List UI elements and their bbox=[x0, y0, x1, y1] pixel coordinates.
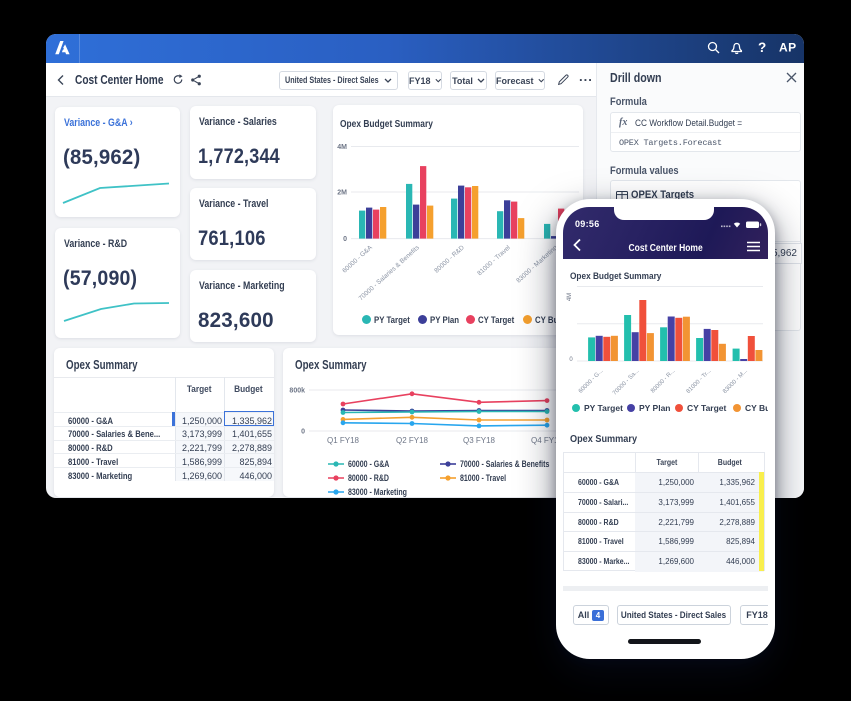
svg-text:60000 - G&A: 60000 - G&A bbox=[341, 244, 374, 275]
svg-text:2M: 2M bbox=[337, 190, 347, 197]
svg-text:80000 - R&D: 80000 - R&D bbox=[433, 244, 466, 275]
svg-text:0: 0 bbox=[301, 429, 305, 436]
svg-text:81000 - Travel: 81000 - Travel bbox=[476, 244, 512, 277]
svg-text:?: ? bbox=[758, 40, 766, 55]
svg-text:4M: 4M bbox=[567, 293, 573, 301]
svg-text:Q2 FY18: Q2 FY18 bbox=[396, 436, 429, 445]
svg-text:0: 0 bbox=[569, 357, 573, 363]
svg-text:4M: 4M bbox=[337, 144, 347, 151]
svg-text:80000 - R...: 80000 - R... bbox=[650, 368, 677, 395]
svg-text:800k: 800k bbox=[289, 388, 305, 395]
svg-text:0: 0 bbox=[343, 236, 347, 243]
svg-text:Q3 FY18: Q3 FY18 bbox=[463, 436, 496, 445]
svg-text:AP: AP bbox=[779, 41, 797, 55]
svg-text:Q4 FY18: Q4 FY18 bbox=[531, 436, 564, 445]
svg-text:83000 - M...: 83000 - M... bbox=[722, 368, 749, 395]
svg-text:60000 - G...: 60000 - G... bbox=[578, 368, 605, 395]
svg-text:83000 - Marketing: 83000 - Marketing bbox=[515, 244, 559, 285]
svg-text:70000 - Sa...: 70000 - Sa... bbox=[612, 368, 641, 397]
svg-text:81000 - Tr...: 81000 - Tr... bbox=[686, 368, 713, 395]
svg-text:Q1 FY18: Q1 FY18 bbox=[327, 436, 360, 445]
